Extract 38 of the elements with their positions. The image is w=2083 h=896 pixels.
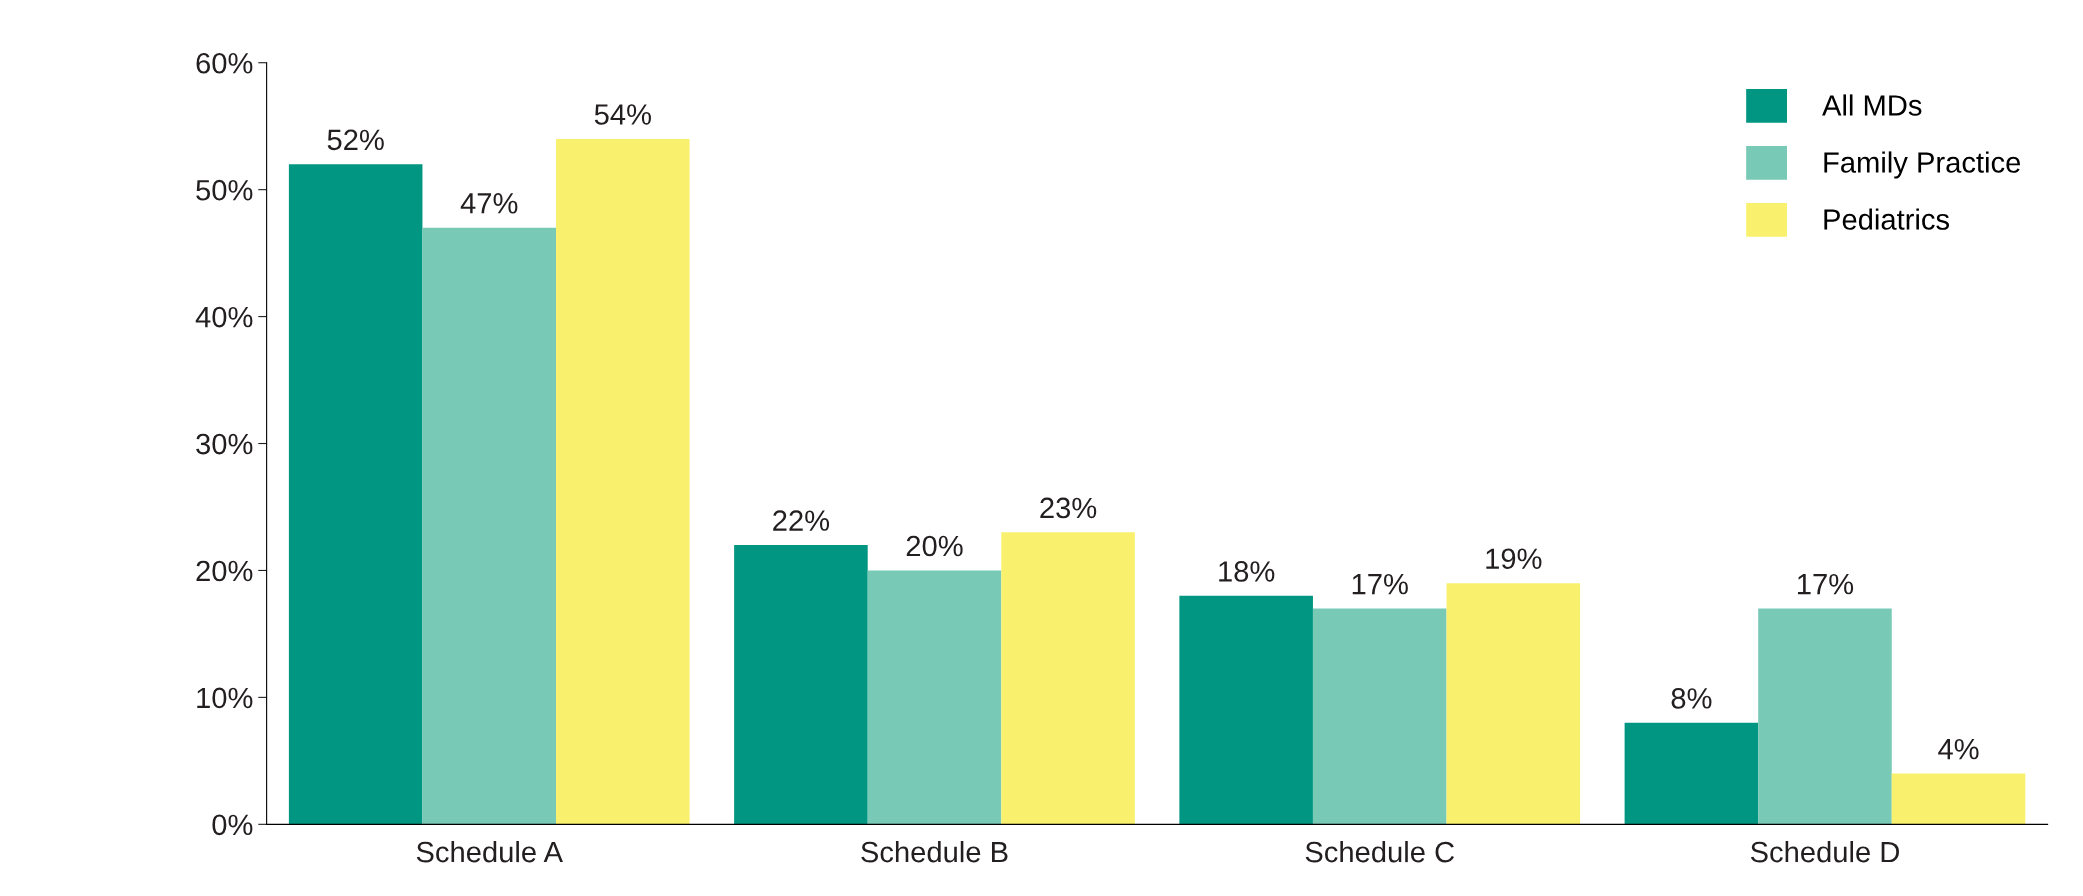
data-label: 47% [460, 193, 518, 214]
x-tick-label: Schedule B [861, 840, 1008, 863]
bar [556, 138, 690, 825]
y-tick-label: 0% [212, 814, 253, 836]
bar [734, 545, 868, 825]
data-label: 22% [773, 510, 830, 531]
x-tick-label: Schedule D [1750, 840, 1899, 863]
y-tick-label: 20% [196, 560, 253, 582]
y-tick-label: 30% [196, 433, 253, 455]
data-label: 4% [1938, 738, 1979, 760]
x-tick-label: Schedule C [1305, 840, 1455, 863]
y-tick-label: 50% [196, 179, 253, 201]
legend-label: Pediatrics [1824, 208, 1950, 230]
data-label: 23% [1040, 497, 1097, 519]
y-tick-label: 40% [195, 306, 253, 328]
bar [422, 227, 557, 825]
bar [288, 164, 423, 825]
legend-label: All MDs [1822, 94, 1922, 116]
bar [1758, 608, 1892, 825]
data-label: 8% [1671, 688, 1712, 709]
bar [1312, 608, 1447, 825]
data-label: 54% [594, 104, 651, 125]
data-label: 52% [327, 129, 384, 151]
data-label: 17% [1352, 573, 1408, 595]
x-tick-label: Schedule A [416, 840, 563, 863]
y-tick-label: 60% [196, 52, 253, 74]
bar [867, 570, 1002, 825]
data-label: 19% [1486, 548, 1542, 570]
bar [1001, 532, 1135, 825]
data-label: 17% [1798, 573, 1854, 595]
y-tick-label: 10% [197, 687, 253, 709]
bar [1624, 722, 1759, 825]
bar [1891, 773, 2026, 825]
bar [1179, 595, 1313, 825]
data-label: 20% [906, 535, 963, 557]
legend-label: Family Practice [1824, 151, 2021, 179]
data-label: 18% [1219, 561, 1275, 582]
bar [1446, 583, 1581, 825]
